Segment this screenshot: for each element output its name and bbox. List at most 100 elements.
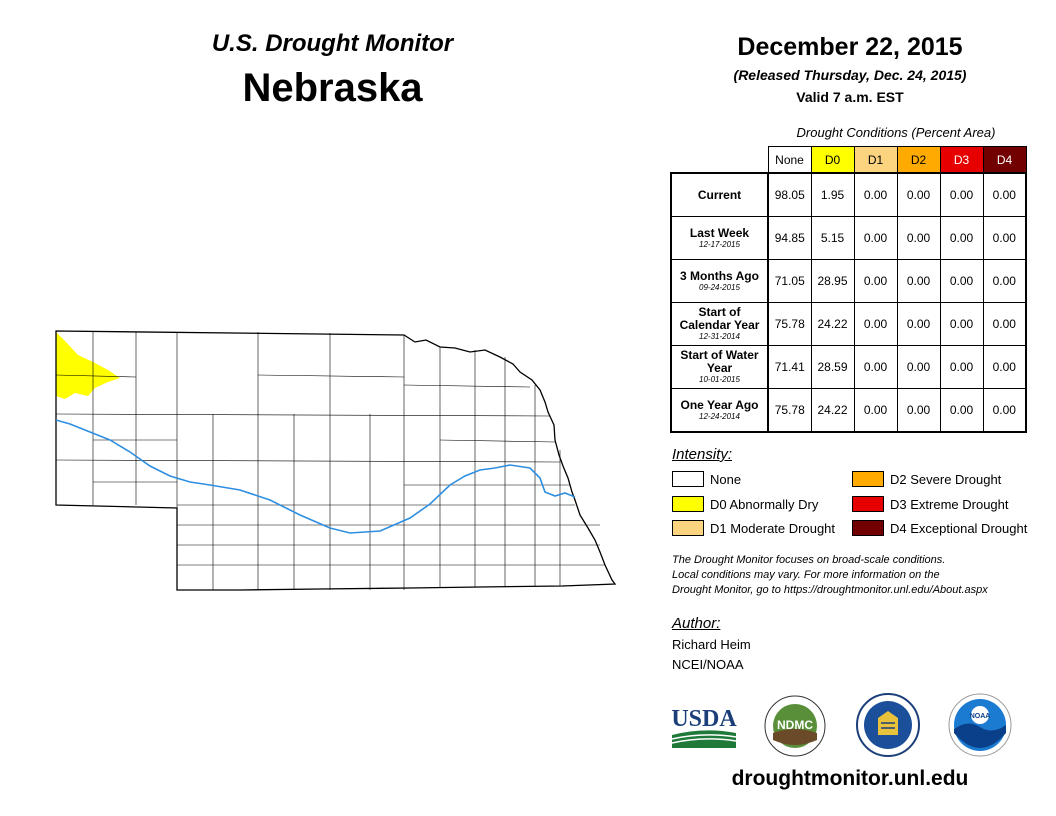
table-cell: 0.00 — [896, 302, 941, 346]
legend-item-none: None — [672, 471, 741, 487]
table-cell: 98.05 — [767, 172, 812, 217]
note-line-2: Local conditions may vary. For more info… — [672, 569, 940, 581]
table-caption: Drought Conditions (Percent Area) — [796, 125, 996, 140]
row-label: Start of Calendar Year 12-31-2014 — [670, 302, 769, 346]
noaa-logo-text: NOAA — [970, 713, 991, 720]
d0-abnormally-dry-area — [56, 332, 120, 399]
table-row: Current 98.05 1.95 0.00 0.00 0.00 0.00 — [670, 172, 1027, 217]
table-row: 3 Months Ago 09-24-2015 71.05 28.95 0.00 0.00… — [670, 259, 1027, 303]
table-cell: 0.00 — [853, 172, 898, 217]
table-cell: 0.00 — [853, 388, 898, 433]
legend-label: None — [710, 471, 742, 487]
monitor-title: U.S. Drought Monitor — [211, 30, 454, 57]
row-label: 3 Months Ago 09-24-2015 — [670, 259, 769, 303]
legend-label: D2 Severe Drought — [890, 471, 1002, 487]
row-label-date: 10-01-2015 — [699, 375, 740, 384]
column-header-d2: D2 — [896, 146, 941, 174]
row-label: Start of Water Year 10-01-2015 — [670, 345, 769, 389]
platte-river — [55, 419, 576, 534]
nebraska-drought-map — [55, 330, 617, 591]
ndmc-logo[interactable]: NDMC — [760, 695, 830, 757]
state-outline — [55, 330, 617, 591]
row-label: Current — [670, 172, 769, 217]
table-cell: 0.00 — [896, 388, 941, 433]
note-line-3[interactable]: Drought Monitor, go to https://droughtmo… — [672, 584, 988, 596]
legend-swatch-d0 — [672, 496, 704, 512]
legend-label: D1 Moderate Drought — [710, 520, 836, 536]
table-cell: 0.00 — [982, 172, 1027, 217]
header-blank — [671, 147, 768, 174]
table-cell: 24.22 — [810, 388, 855, 433]
website-url[interactable]: droughtmonitor.unl.edu — [731, 767, 969, 790]
legend-swatch-d4 — [852, 520, 884, 536]
legend-item-d1: D1 Moderate Drought — [672, 520, 835, 536]
table-cell: 28.95 — [810, 259, 855, 303]
table-cell: 0.00 — [939, 388, 984, 433]
column-header-none: None — [767, 146, 812, 174]
table-cell: 0.00 — [896, 345, 941, 389]
usda-logo[interactable]: USDA — [670, 703, 738, 749]
row-label-text: Current — [697, 187, 742, 202]
legend-swatch-d3 — [852, 496, 884, 512]
table-cell: 0.00 — [939, 259, 984, 303]
commerce-seal-logo[interactable] — [855, 693, 921, 757]
table-cell: 75.78 — [767, 302, 812, 346]
release-date: (Released Thursday, Dec. 24, 2015) — [733, 67, 967, 83]
author-title: Author: — [672, 615, 721, 632]
table-cell: 75.78 — [767, 388, 812, 433]
table-cell: 28.59 — [810, 345, 855, 389]
table-cell: 0.00 — [982, 216, 1027, 260]
row-label-date: 09-24-2015 — [699, 282, 740, 292]
noaa-logo[interactable]: NOAA — [948, 693, 1012, 757]
table-cell: 24.22 — [810, 302, 855, 346]
legend-item-d2: D2 Severe Drought — [852, 471, 1001, 487]
usda-logo-text: USDA — [671, 706, 737, 732]
state-title: Nebraska — [242, 66, 423, 110]
table-cell: 0.00 — [982, 345, 1027, 389]
table-header-row: None D0 D1 D2 D3 D4 — [671, 146, 1027, 174]
column-header-d0: D0 — [810, 146, 855, 174]
table-row: Start of Calendar Year 12-31-2014 75.78 24.… — [670, 302, 1027, 346]
table-row: One Year Ago 12-24-2014 75.78 24.22 0.00 0.00… — [670, 388, 1027, 433]
column-header-d1: D1 — [853, 146, 898, 174]
table-cell: 0.00 — [896, 259, 941, 303]
table-cell: 94.85 — [767, 216, 812, 260]
map-date: December 22, 2015 — [737, 33, 963, 61]
table-cell: 0.00 — [896, 216, 941, 260]
table-cell: 0.00 — [853, 345, 898, 389]
table-cell: 0.00 — [853, 259, 898, 303]
author-name: Richard Heim — [672, 637, 751, 652]
valid-time: Valid 7 a.m. EST — [796, 89, 904, 105]
table-cell: 0.00 — [982, 388, 1027, 433]
legend-label: D4 Exceptional Drought — [890, 520, 1028, 536]
county-lines — [55, 331, 605, 590]
row-label-text: Start of Calendar Year — [679, 305, 760, 332]
table-cell: 0.00 — [939, 216, 984, 260]
column-header-d3: D3 — [939, 146, 984, 174]
row-label: One Year Ago 12-24-2014 — [670, 388, 769, 433]
table-cell: 0.00 — [982, 259, 1027, 303]
row-label-text: Start of Water Year — [680, 348, 759, 375]
column-header-d4: D4 — [982, 146, 1027, 174]
legend-item-d3: D3 Extreme Drought — [852, 496, 1009, 512]
table-cell: 71.41 — [767, 345, 812, 389]
table-row: Last Week 12-17-2015 94.85 5.15 0.00 0.00 0.00… — [670, 216, 1027, 260]
table-cell: 0.00 — [939, 302, 984, 346]
table-cell: 0.00 — [896, 172, 941, 217]
row-label-date: 12-24-2014 — [699, 411, 740, 421]
table-cell: 0.00 — [982, 302, 1027, 346]
disclaimer-note: The Drought Monitor focuses on broad-sca… — [672, 553, 1052, 598]
row-label-date: 12-17-2015 — [699, 239, 740, 249]
table-cell: 1.95 — [810, 172, 855, 217]
legend-item-d4: D4 Exceptional Drought — [852, 520, 1027, 536]
table-cell: 5.15 — [810, 216, 855, 260]
row-label-text: One Year Ago — [680, 397, 759, 412]
legend-item-d0: D0 Abnormally Dry — [672, 496, 818, 512]
drought-statistics-table: None D0 D1 D2 D3 D4 Current 98.05 1.95 0.00… — [670, 146, 1027, 433]
ndmc-logo-text: NDMC — [777, 718, 813, 732]
legend-swatch-d2 — [852, 471, 884, 487]
legend-label: D3 Extreme Drought — [890, 496, 1009, 512]
table-cell: 0.00 — [939, 345, 984, 389]
author-org: NCEI/NOAA — [672, 657, 744, 672]
table-cell: 71.05 — [767, 259, 812, 303]
